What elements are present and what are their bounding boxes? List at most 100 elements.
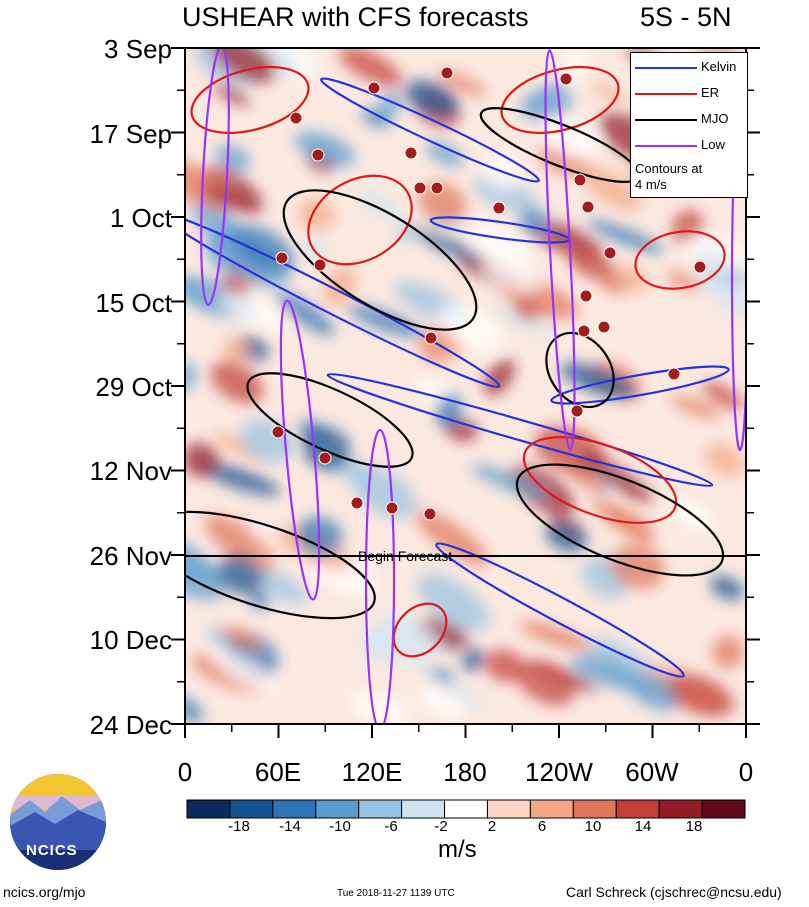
field-patch xyxy=(704,443,745,477)
contour-er xyxy=(522,436,678,524)
field-patch xyxy=(418,182,467,225)
contour-er xyxy=(307,174,413,266)
field-patch xyxy=(516,660,575,706)
contour-er xyxy=(634,230,726,290)
x-tick-label: 120W xyxy=(525,757,593,787)
field-patch xyxy=(362,624,401,662)
colorbar-label: 18 xyxy=(685,818,703,835)
legend-swatch xyxy=(635,93,697,95)
storm-marker xyxy=(318,451,332,465)
storm-marker xyxy=(289,111,303,125)
region-label: 5S - 5N xyxy=(640,2,732,32)
field-patch xyxy=(547,117,599,159)
colorbar-segment xyxy=(572,799,617,819)
field-patch xyxy=(338,48,403,87)
legend-label: Kelvin xyxy=(701,59,737,74)
storm-marker xyxy=(271,425,285,439)
colorbar-segment xyxy=(272,799,317,819)
author-credit: Carl Schreck (cjschrec@ncsu.edu) xyxy=(566,884,782,900)
field-patch xyxy=(591,82,628,104)
legend-swatch xyxy=(635,145,697,147)
colorbar-label: -2 xyxy=(434,818,448,835)
field-patch xyxy=(563,48,589,79)
field-patch xyxy=(185,442,220,477)
contour-kelvin xyxy=(326,372,714,488)
storm-marker xyxy=(311,148,325,162)
field-patch xyxy=(519,621,592,651)
storm-marker xyxy=(693,260,707,274)
field-patch xyxy=(300,238,329,258)
storm-marker xyxy=(313,258,327,272)
colorbar-segment xyxy=(229,799,274,819)
field-patch xyxy=(599,276,627,295)
field-patch xyxy=(294,130,356,167)
storm-marker xyxy=(413,181,427,195)
colorbar-segment xyxy=(529,799,574,819)
storm-marker xyxy=(579,289,593,303)
field-patch xyxy=(493,305,554,334)
field-patch xyxy=(211,48,277,83)
storm-marker xyxy=(603,246,617,260)
y-tick-label: 1 Oct xyxy=(109,203,172,233)
field-patch xyxy=(347,304,423,338)
contour-er xyxy=(392,602,448,658)
field-patch xyxy=(667,674,735,717)
legend-label: MJO xyxy=(701,111,729,126)
storm-marker xyxy=(559,72,573,86)
field-patch xyxy=(482,263,539,293)
contour-low xyxy=(544,49,576,451)
contour-mjo xyxy=(282,189,478,331)
contour-kelvin xyxy=(550,365,730,405)
colorbar-segment xyxy=(701,799,746,819)
x-tick-label: 60E xyxy=(254,757,302,787)
field-patch xyxy=(404,79,460,119)
storm-marker xyxy=(667,367,681,381)
logo-text: NCICS xyxy=(26,842,78,859)
contour-low xyxy=(364,428,396,724)
field-patch xyxy=(591,499,654,534)
legend-label: Low xyxy=(701,137,725,152)
storm-marker xyxy=(275,251,289,265)
contour-low xyxy=(200,48,230,306)
colorbar-label: 6 xyxy=(537,818,547,835)
colorbar-segment xyxy=(358,799,403,819)
y-tick-label: 12 Nov xyxy=(89,456,172,486)
colorbar-label: -10 xyxy=(329,818,351,835)
legend-item-er: ER xyxy=(635,85,745,101)
field-patch xyxy=(209,648,276,694)
field-patch xyxy=(223,336,250,365)
y-tick-label: 3 Sep xyxy=(104,34,172,64)
storm-marker xyxy=(577,324,591,338)
field-patch xyxy=(484,649,525,683)
legend-swatch xyxy=(635,119,697,121)
field-patch xyxy=(710,575,744,601)
storm-marker xyxy=(367,81,381,95)
field-patch xyxy=(185,696,204,723)
y-tick-label: 10 Dec xyxy=(89,625,172,655)
legend-note-line: 4 m/s xyxy=(635,177,667,192)
colorbar-segment xyxy=(444,799,488,819)
field-patch xyxy=(213,82,250,106)
colorbar-segment xyxy=(186,799,231,819)
contour-mjo xyxy=(246,372,414,468)
field-patch xyxy=(415,229,482,262)
y-tick-label: 24 Dec xyxy=(89,710,172,740)
field-patch xyxy=(192,201,242,242)
contour-kelvin xyxy=(320,77,540,183)
field-patch xyxy=(197,461,280,496)
site-url[interactable]: ncics.org/mjo xyxy=(3,884,86,900)
field-patch xyxy=(398,221,419,241)
contour-mjo xyxy=(545,331,615,409)
legend-item-low: Low xyxy=(635,137,745,153)
colorbar-segment xyxy=(401,799,446,819)
storm-marker xyxy=(424,331,438,345)
field-patch xyxy=(276,292,335,336)
field-patch xyxy=(416,573,490,631)
field-patch xyxy=(671,209,704,244)
field-patch xyxy=(431,667,455,684)
storm-marker xyxy=(581,200,595,214)
legend: Kelvin ER MJO Low Contours at 4 m/s xyxy=(630,52,748,198)
legend-swatch xyxy=(635,67,697,69)
contour-kelvin xyxy=(185,211,501,389)
field-patch xyxy=(349,691,410,724)
